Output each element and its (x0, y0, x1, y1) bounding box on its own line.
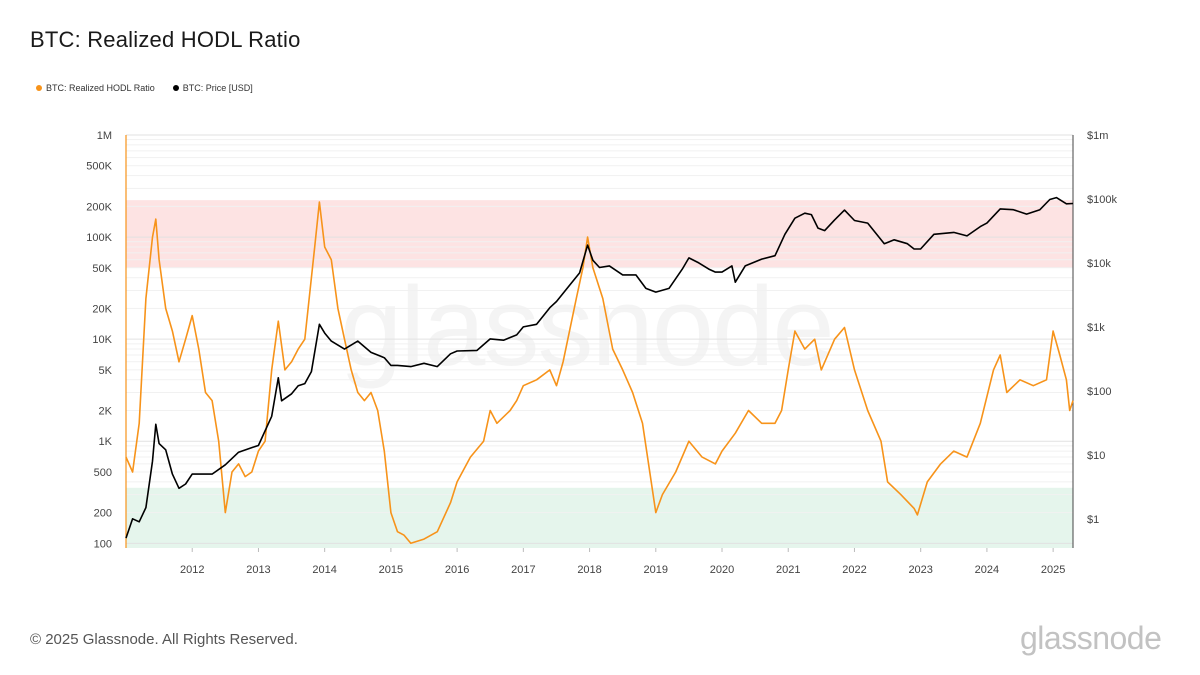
zone-bands (126, 200, 1073, 548)
left-y-tick-label: 1M (97, 130, 112, 142)
legend-item-hodl-ratio[interactable]: BTC: Realized HODL Ratio (36, 83, 155, 93)
undervalued-zone (126, 487, 1073, 548)
right-y-tick-label: $100k (1087, 194, 1117, 206)
legend-label-hodl-ratio: BTC: Realized HODL Ratio (46, 83, 155, 93)
x-tick-label: 2018 (577, 564, 601, 576)
hodl-ratio-legend-dot-icon (36, 85, 42, 91)
legend-label-price: BTC: Price [USD] (182, 83, 253, 93)
price-series-line (125, 196, 1074, 539)
left-y-tick-label: 500 (94, 467, 112, 479)
right-y-tick-label: $10 (1087, 450, 1105, 462)
right-y-tick-label: $1k (1087, 322, 1105, 334)
left-y-tick-label: 100 (94, 538, 112, 550)
x-tick-label: 2020 (710, 564, 734, 576)
x-tick-label: 2022 (842, 564, 866, 576)
left-y-tick-label: 20K (92, 303, 112, 315)
left-y-tick-label: 5K (99, 365, 113, 377)
glassnode-logo: glassnode (1020, 620, 1162, 656)
gridlines (126, 134, 1073, 544)
left-y-tick-label: 200 (94, 508, 112, 520)
left-y-tick-label: 100K (86, 232, 112, 244)
axis-labels: 1M 500K 200K 100K 50K 20K 10K 5K 2K 1K 500 200 100 $1… (86, 130, 1117, 576)
right-y-tick-label: $10k (1087, 258, 1111, 270)
x-tick-label: 2013 (246, 564, 270, 576)
x-tick-label: 2021 (776, 564, 800, 576)
x-tick-label: 2014 (312, 564, 336, 576)
left-y-tick-label: 50K (92, 263, 112, 275)
right-y-tick-label: $1 (1087, 514, 1099, 526)
left-y-tick-label: 2K (99, 406, 113, 418)
x-tick-label: 2023 (908, 564, 932, 576)
x-tick-label: 2016 (445, 564, 469, 576)
legend-item-price[interactable]: BTC: Price [USD] (172, 83, 253, 93)
left-y-tick-label: 500K (86, 161, 112, 173)
left-y-tick-label: 10K (92, 334, 112, 346)
x-tick-label: 2012 (180, 564, 204, 576)
x-tick-label: 2019 (644, 564, 668, 576)
left-y-tick-label: 200K (86, 201, 112, 213)
x-tick-label: 2025 (1041, 564, 1065, 576)
chart-title: BTC: Realized HODL Ratio (30, 27, 301, 52)
x-tick-label: 2017 (511, 564, 535, 576)
x-tick-label: 2024 (975, 564, 999, 576)
x-tick-label: 2015 (379, 564, 403, 576)
right-y-tick-label: $100 (1087, 386, 1111, 398)
copyright-text: © 2025 Glassnode. All Rights Reserved. (30, 631, 298, 648)
price-legend-dot-icon (172, 85, 179, 91)
legend: BTC: Realized HODL Ratio BTC: Price [USD… (36, 83, 271, 93)
hodl-ratio-series-line (125, 201, 1074, 545)
overheated-zone (126, 200, 1073, 268)
right-y-tick-label: $1m (1087, 130, 1108, 142)
series-lines (125, 196, 1074, 545)
left-y-tick-label: 1K (99, 436, 113, 448)
